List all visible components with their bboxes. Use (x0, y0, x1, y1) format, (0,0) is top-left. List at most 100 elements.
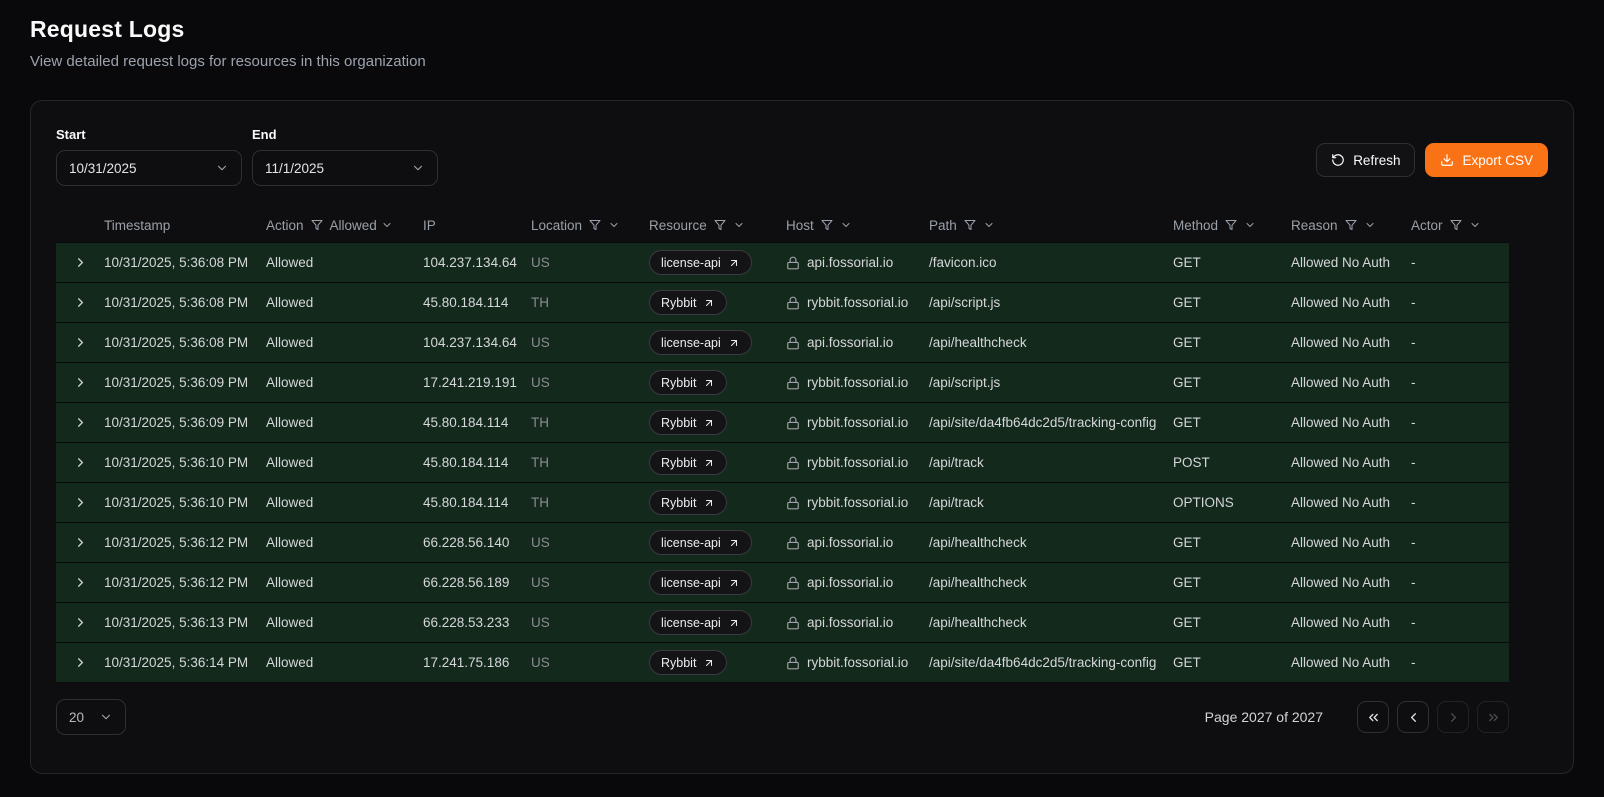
start-date-value: 10/31/2025 (69, 160, 137, 176)
resource-filter-button[interactable] (714, 219, 726, 231)
row-expand-button[interactable] (69, 331, 92, 354)
end-date-select[interactable]: 11/1/2025 (252, 150, 438, 186)
actor-filter-button[interactable] (1450, 219, 1462, 231)
resource-badge[interactable]: Rybbit (649, 290, 728, 315)
row-expand-button[interactable] (69, 531, 92, 554)
resource-badge[interactable]: Rybbit (649, 450, 728, 475)
method-filter-button[interactable] (1225, 219, 1237, 231)
row-expand-button[interactable] (69, 371, 92, 394)
cell-reason: Allowed No Auth (1291, 255, 1391, 270)
resource-badge[interactable]: license-api (649, 250, 752, 275)
row-expand-button[interactable] (69, 651, 92, 674)
row-expand-button[interactable] (69, 291, 92, 314)
row-expand-button[interactable] (69, 491, 92, 514)
row-expand-button[interactable] (69, 251, 92, 274)
cell-ip: 104.237.134.64 (423, 335, 517, 350)
col-actor: Actor (1411, 218, 1509, 233)
cell-resource: Rybbit (649, 650, 786, 675)
resource-badge[interactable]: Rybbit (649, 490, 728, 515)
table-row[interactable]: 10/31/2025, 5:36:08 PM Allowed 104.237.1… (56, 323, 1509, 363)
action-filter-select[interactable]: Allowed (330, 218, 393, 233)
method-menu-button[interactable] (1244, 219, 1256, 231)
table-row[interactable]: 10/31/2025, 5:36:10 PM Allowed 45.80.184… (56, 443, 1509, 483)
row-expand-button[interactable] (69, 571, 92, 594)
action-filter-button[interactable] (311, 219, 323, 231)
first-page-button[interactable] (1357, 701, 1389, 733)
reason-filter-button[interactable] (1345, 219, 1357, 231)
cell-resource: license-api (649, 250, 786, 275)
cell-ip: 104.237.134.64 (423, 255, 517, 270)
cell-expand (56, 411, 104, 434)
last-page-button[interactable] (1477, 701, 1509, 733)
export-csv-button-label: Export CSV (1462, 152, 1533, 168)
request-logs-table: Timestamp Action Allowed IP Location (56, 208, 1509, 683)
cell-actor: - (1411, 375, 1416, 390)
row-expand-button[interactable] (69, 451, 92, 474)
next-page-button[interactable] (1437, 701, 1469, 733)
cell-timestamp: 10/31/2025, 5:36:10 PM (104, 495, 249, 510)
cell-actor: - (1411, 575, 1416, 590)
cell-location: TH (531, 295, 549, 310)
row-expand-button[interactable] (69, 411, 92, 434)
arrow-up-right-icon (728, 617, 740, 629)
table-row[interactable]: 10/31/2025, 5:36:10 PM Allowed 45.80.184… (56, 483, 1509, 523)
cell-method: GET (1173, 255, 1201, 270)
table-row[interactable]: 10/31/2025, 5:36:08 PM Allowed 104.237.1… (56, 243, 1509, 283)
cell-timestamp: 10/31/2025, 5:36:08 PM (104, 255, 249, 270)
resource-badge[interactable]: Rybbit (649, 410, 728, 435)
chevrons-right-icon (1486, 710, 1501, 725)
start-date-group: Start 10/31/2025 (56, 127, 242, 186)
reason-menu-button[interactable] (1364, 219, 1376, 231)
location-filter-button[interactable] (589, 219, 601, 231)
cell-resource: Rybbit (649, 490, 786, 515)
table-row[interactable]: 10/31/2025, 5:36:09 PM Allowed 45.80.184… (56, 403, 1509, 443)
cell-method: POST (1173, 455, 1210, 470)
start-date-select[interactable]: 10/31/2025 (56, 150, 242, 186)
host-menu-button[interactable] (840, 219, 852, 231)
path-menu-button[interactable] (983, 219, 995, 231)
toolbar-buttons: Refresh Export CSV (1316, 143, 1548, 177)
cell-ip: 17.241.219.191 (423, 375, 517, 390)
end-date-label: End (252, 127, 277, 142)
col-host: Host (786, 218, 929, 233)
resource-badge[interactable]: license-api (649, 570, 752, 595)
location-menu-button[interactable] (608, 219, 620, 231)
cell-ip: 66.228.56.140 (423, 535, 510, 550)
table-row[interactable]: 10/31/2025, 5:36:14 PM Allowed 17.241.75… (56, 643, 1509, 683)
lock-icon (786, 496, 800, 510)
table-row[interactable]: 10/31/2025, 5:36:13 PM Allowed 66.228.53… (56, 603, 1509, 643)
cell-path: /api/script.js (929, 375, 1001, 390)
resource-badge[interactable]: license-api (649, 610, 752, 635)
table-row[interactable]: 10/31/2025, 5:36:09 PM Allowed 17.241.21… (56, 363, 1509, 403)
resource-badge[interactable]: Rybbit (649, 650, 728, 675)
cell-host: rybbit.fossorial.io (786, 495, 929, 510)
cell-method: GET (1173, 655, 1201, 670)
col-ip-label: IP (423, 217, 436, 233)
table-row[interactable]: 10/31/2025, 5:36:08 PM Allowed 45.80.184… (56, 283, 1509, 323)
refresh-button[interactable]: Refresh (1316, 143, 1416, 177)
cell-method: GET (1173, 415, 1201, 430)
chevron-right-icon (73, 535, 88, 550)
actor-menu-button[interactable] (1469, 219, 1481, 231)
cell-actor: - (1411, 335, 1416, 350)
host-filter-button[interactable] (821, 219, 833, 231)
download-icon (1440, 153, 1454, 167)
resource-badge[interactable]: license-api (649, 530, 752, 555)
page-size-select[interactable]: 20 (56, 699, 126, 735)
row-expand-button[interactable] (69, 611, 92, 634)
prev-page-button[interactable] (1397, 701, 1429, 733)
refresh-button-label: Refresh (1353, 152, 1401, 168)
table-row[interactable]: 10/31/2025, 5:36:12 PM Allowed 66.228.56… (56, 523, 1509, 563)
cell-timestamp: 10/31/2025, 5:36:08 PM (104, 295, 249, 310)
cell-timestamp: 10/31/2025, 5:36:12 PM (104, 575, 249, 590)
resource-menu-button[interactable] (733, 219, 745, 231)
col-location-label: Location (531, 217, 583, 233)
path-filter-button[interactable] (964, 219, 976, 231)
export-csv-button[interactable]: Export CSV (1425, 143, 1548, 177)
lock-icon (786, 656, 800, 670)
cell-action: Allowed (266, 415, 314, 430)
resource-badge[interactable]: license-api (649, 330, 752, 355)
cell-reason: Allowed No Auth (1291, 415, 1391, 430)
table-row[interactable]: 10/31/2025, 5:36:12 PM Allowed 66.228.56… (56, 563, 1509, 603)
resource-badge[interactable]: Rybbit (649, 370, 728, 395)
